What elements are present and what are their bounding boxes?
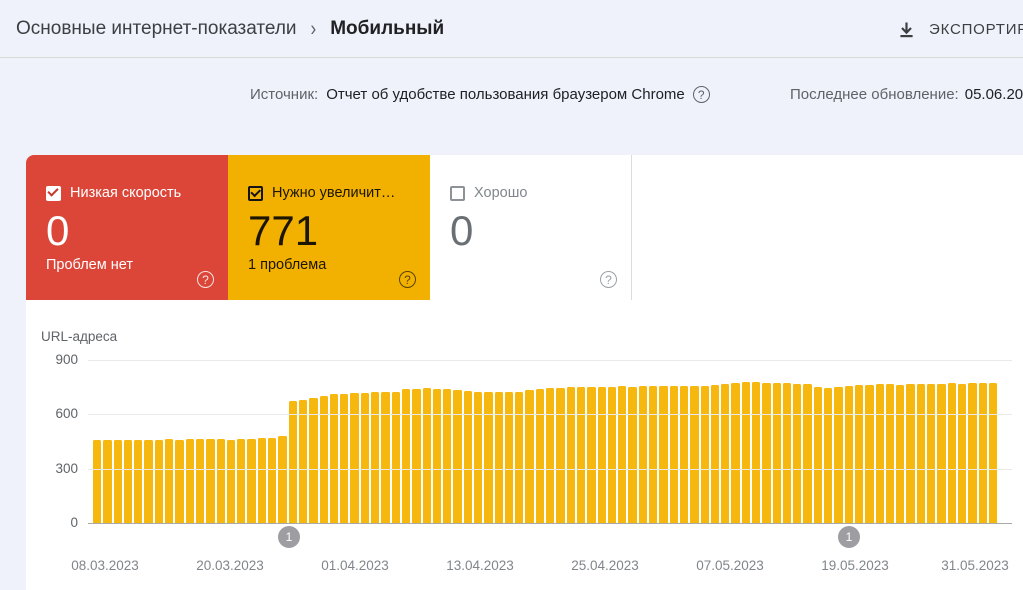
card-value: 771 — [248, 207, 319, 254]
last-updated-label: Последнее обновление: — [790, 86, 959, 103]
last-updated: Последнее обновление: 05.06.2023 — [790, 86, 1023, 103]
breadcrumb: Основные интернет-показатели › Мобильный — [0, 16, 445, 40]
source-value: Отчет об удобстве пользования браузером … — [326, 86, 685, 103]
header-bar: Основные интернет-показатели › Мобильный… — [0, 0, 1023, 58]
last-updated-value: 05.06.2023 — [964, 86, 1023, 103]
card-label: Низкая скорость — [70, 185, 182, 201]
help-icon[interactable]: ? — [692, 86, 710, 103]
annotation-marker[interactable]: 1 — [278, 526, 300, 548]
breadcrumb-root-link[interactable]: Основные интернет-показатели — [16, 17, 297, 39]
help-icon[interactable]: ? — [197, 271, 214, 288]
checkbox-checked-icon[interactable] — [46, 185, 61, 201]
checkbox-unchecked-icon[interactable] — [450, 185, 465, 201]
checkbox-checked-icon[interactable] — [248, 185, 263, 201]
card-value: 0 — [450, 207, 474, 254]
source-info: Источник: Отчет об удобстве пользования … — [250, 86, 710, 103]
card-needs-improvement[interactable]: Нужно увеличит… 771 1 проблема ? — [228, 155, 430, 300]
source-label: Источник: — [250, 86, 319, 103]
help-icon[interactable]: ? — [600, 271, 617, 288]
card-sublabel: 1 проблема — [248, 257, 327, 274]
export-label: ЭКСПОРТИРОВАТЬ — [929, 20, 1023, 38]
card-sublabel: Проблем нет — [46, 257, 133, 274]
annotation-marker[interactable]: 1 — [838, 526, 860, 548]
card-good[interactable]: Хорошо 0 ? — [430, 155, 632, 300]
download-icon — [897, 20, 916, 39]
card-slow[interactable]: Низкая скорость 0 Проблем нет ? — [26, 155, 228, 300]
breadcrumb-current: Мобильный — [330, 17, 445, 39]
card-label: Хорошо — [474, 185, 528, 201]
status-cards: Низкая скорость 0 Проблем нет ? Нужно ув… — [26, 155, 632, 300]
chevron-right-icon: › — [310, 16, 317, 40]
help-icon[interactable]: ? — [399, 271, 416, 288]
export-button[interactable]: ЭКСПОРТИРОВАТЬ — [897, 0, 1023, 58]
card-label: Нужно увеличит… — [272, 185, 396, 201]
card-value: 0 — [46, 207, 70, 254]
